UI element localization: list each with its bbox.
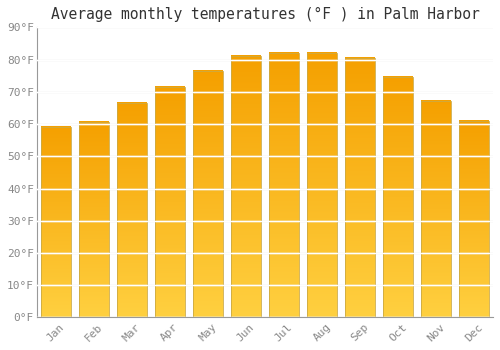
Title: Average monthly temperatures (°F ) in Palm Harbor: Average monthly temperatures (°F ) in Pa… <box>50 7 480 22</box>
Bar <box>459 121 489 317</box>
Bar <box>307 53 337 317</box>
Bar <box>269 53 298 317</box>
Bar <box>231 56 260 317</box>
Bar <box>41 127 70 317</box>
Bar <box>193 71 222 317</box>
Bar <box>345 58 375 317</box>
Bar <box>155 87 184 317</box>
Bar <box>421 102 451 317</box>
Bar <box>79 122 108 317</box>
Bar <box>117 103 146 317</box>
Bar <box>383 77 413 317</box>
